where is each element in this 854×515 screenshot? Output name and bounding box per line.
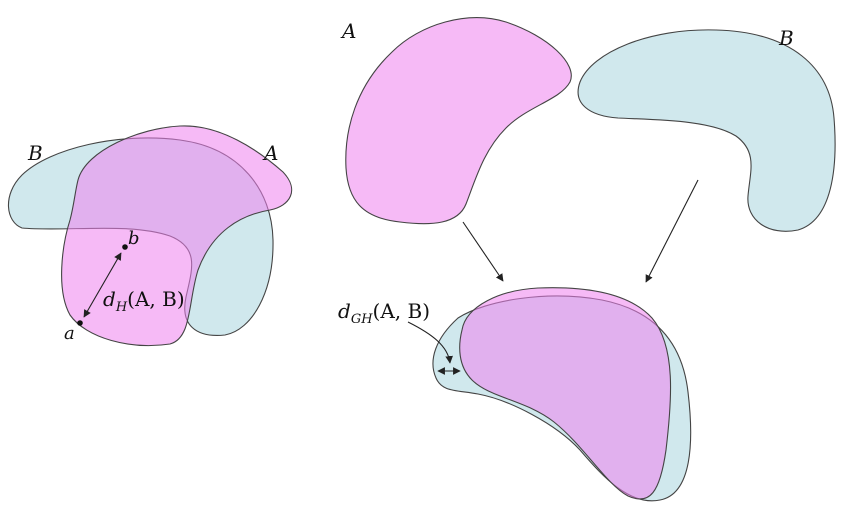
point-a-dot — [77, 320, 83, 326]
point-b-dot — [122, 244, 128, 250]
gh-distance-label: dGH(A, B) — [338, 299, 430, 327]
separate-shapes-panel: A B — [340, 17, 836, 283]
arrow-A-down — [462, 221, 504, 282]
hausdorff-distance-arrow — [83, 252, 122, 318]
hausdorff-distance-label: dH(A, B) — [103, 287, 185, 315]
point-b-label: b — [128, 228, 140, 249]
point-a-label: a — [64, 323, 75, 344]
gromov-hausdorff-panel: dGH(A, B) — [338, 287, 692, 502]
arrow-B-down — [645, 179, 699, 283]
top-label-A: A — [340, 19, 356, 43]
left-label-B: B — [27, 141, 43, 165]
bottom-shape-A — [459, 287, 672, 500]
hausdorff-panel: B A b a dH(A, B) — [7, 125, 293, 347]
top-label-B: B — [778, 26, 794, 50]
gh-label-pointer — [407, 321, 454, 364]
top-shape-B — [577, 29, 836, 232]
left-label-A: A — [262, 141, 278, 165]
top-shape-A — [345, 17, 572, 225]
